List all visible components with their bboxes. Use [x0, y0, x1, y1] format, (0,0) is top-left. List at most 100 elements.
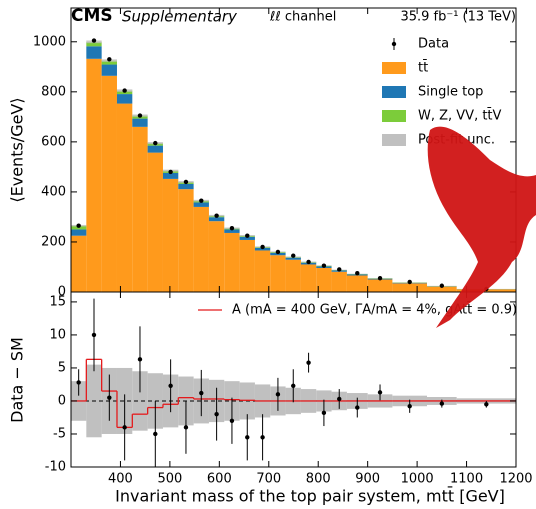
legend-label: W, Z, VV, tt̄V	[418, 108, 502, 123]
data-point	[183, 425, 189, 430]
data-point	[291, 383, 296, 388]
legend-swatch	[382, 86, 406, 98]
data-point	[306, 360, 311, 365]
bar-segment	[147, 152, 163, 292]
data-point	[337, 396, 342, 402]
legend-swatch	[382, 62, 406, 74]
bar-segment	[178, 183, 194, 190]
data-point	[275, 249, 281, 255]
bar-segment	[162, 172, 179, 179]
bar-segment	[132, 126, 148, 293]
data-point	[199, 390, 204, 396]
y-axis-label: ⟨Events/GeV⟩	[8, 97, 27, 202]
legend-label: Single top	[418, 85, 483, 100]
bar-segment	[270, 255, 286, 292]
bar-segment	[193, 202, 209, 207]
bar-segment	[101, 64, 117, 76]
data-point	[229, 225, 235, 231]
bar-segment	[392, 283, 427, 292]
data-point	[137, 113, 143, 118]
bar-segment	[86, 58, 102, 293]
bar-segment	[71, 235, 87, 292]
data-point	[76, 380, 81, 385]
data-point	[153, 431, 158, 437]
data-point	[377, 276, 383, 281]
data-point	[484, 402, 489, 407]
y-tick-label: 600	[41, 134, 66, 149]
bar-segment	[224, 232, 240, 292]
bar-segment	[86, 41, 102, 47]
bar-segment	[116, 94, 133, 104]
bar-segment	[101, 75, 117, 292]
data-point	[91, 332, 97, 338]
y-tick-label: 5	[58, 360, 66, 375]
y-tick-label: 800	[41, 84, 66, 99]
bar-segment	[285, 259, 301, 292]
bar-segment	[208, 217, 225, 222]
data-point	[229, 418, 235, 423]
uncertainty-band	[132, 371, 148, 431]
x-tick-label: 500	[157, 472, 182, 487]
bar-segment	[331, 271, 347, 292]
legend-label: A (mA = 400 GeV, ΓA/mA = 4%, gAtt̄ = 0.9…	[232, 302, 517, 317]
data-point	[337, 267, 342, 272]
data-point	[439, 283, 445, 288]
data-point	[183, 179, 189, 185]
y-tick-label: 15	[49, 294, 66, 309]
x-tick-label: 1000	[401, 472, 434, 487]
data-point	[355, 271, 360, 276]
channel: ℓℓ channel	[269, 10, 336, 25]
data-point	[275, 392, 281, 397]
bar-segment	[367, 279, 393, 292]
x-tick-label: 600	[207, 472, 232, 487]
data-point	[407, 279, 412, 285]
bar-segment	[427, 286, 457, 292]
bar-segment	[193, 206, 209, 292]
bar-segment	[71, 229, 87, 236]
data-point	[168, 169, 173, 175]
data-point	[260, 244, 265, 250]
data-point	[377, 390, 383, 395]
y-tick-label: -10	[45, 460, 66, 475]
data-point	[214, 213, 219, 218]
bar-segment	[346, 275, 368, 292]
y-axis-label: Data − SM	[8, 337, 27, 423]
bar-segment	[162, 178, 179, 292]
bar-segment	[224, 229, 240, 233]
bar-segment	[239, 239, 255, 292]
y-tick-label: 10	[49, 327, 66, 342]
bar-segment	[316, 267, 332, 292]
y-tick-label: 400	[41, 184, 66, 199]
data-point	[107, 395, 112, 400]
bar-segment	[147, 145, 163, 153]
y-tick-label: 0	[58, 285, 66, 300]
axes-frame	[70, 291, 517, 468]
paint-smear	[427, 126, 536, 329]
data-point	[245, 233, 250, 238]
data-point	[291, 253, 296, 258]
label: Supplementary	[122, 8, 238, 26]
data-point	[76, 223, 81, 228]
y-tick-label: 0	[58, 393, 66, 408]
x-tick-label: 1200	[499, 472, 532, 487]
legend-label: Data	[418, 37, 449, 52]
bar-segment	[254, 247, 271, 251]
data-point	[122, 425, 127, 430]
bar-segment	[300, 264, 317, 292]
data-point	[321, 410, 327, 416]
data-point	[306, 259, 311, 265]
bar-segment	[208, 221, 225, 292]
data-point	[199, 198, 204, 203]
bar-segment	[285, 257, 301, 260]
data-point	[245, 435, 250, 440]
legend-label: tt̄	[418, 60, 428, 75]
y-tick-label: 200	[41, 234, 66, 249]
x-axis-label: Invariant mass of the top pair system, m…	[115, 487, 505, 506]
y-tick-label: -5	[53, 426, 66, 441]
y-tick-label: 1000	[33, 34, 66, 49]
x-tick-label: 1100	[450, 472, 483, 487]
data-point	[91, 38, 97, 43]
data-point	[137, 357, 143, 362]
